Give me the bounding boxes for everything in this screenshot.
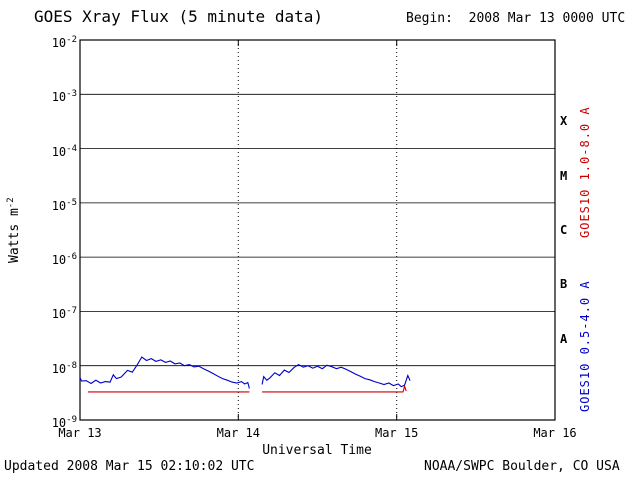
updated-timestamp: Updated 2008 Mar 15 02:10:02 UTC [4,459,255,474]
x-tick-label: Mar 15 [374,426,419,440]
y-tick-label: 10-9 [51,415,77,430]
x-tick-label: Mar 14 [216,426,260,440]
y-axis-title-base: Watts m [7,208,23,263]
y-tick-label: 10-8 [51,360,77,376]
series-label-short-channel: GOES10 0.5-4.0 A [578,280,592,412]
flare-class-label: X [560,114,568,129]
flare-class-label: A [560,331,568,346]
x-tick-label: Mar 16 [533,426,577,440]
flux-trace [261,363,411,388]
y-axis-title: Watts m-2 [6,174,22,286]
plot-frame [79,39,556,421]
series-label-long-channel: GOES10 1.0-8.0 A [578,106,592,238]
y-axis-title-exponent: -2 [5,197,16,209]
flux-trace [262,384,407,393]
chart-title: GOES Xray Flux (5 minute data) [34,7,323,26]
credit-text: NOAA/SWPC Boulder, CO USA [424,459,620,474]
flare-class-label: C [560,223,568,237]
y-tick-label: 10-3 [51,89,77,105]
y-tick-label: 10-6 [51,252,77,268]
y-tick-label: 10-2 [51,35,77,50]
flux-trace [79,356,250,389]
y-tick-label: 10-5 [51,197,77,213]
y-tick-label: 10-7 [51,306,77,322]
x-axis-title: Universal Time [262,443,372,458]
flare-class-label: B [560,277,568,292]
begin-label: Begin: 2008 Mar 13 0000 UTC [406,11,626,26]
flare-class-label: M [560,168,568,183]
x-tick-label: Mar 13 [58,426,102,440]
y-tick-label: 10-4 [51,143,77,159]
